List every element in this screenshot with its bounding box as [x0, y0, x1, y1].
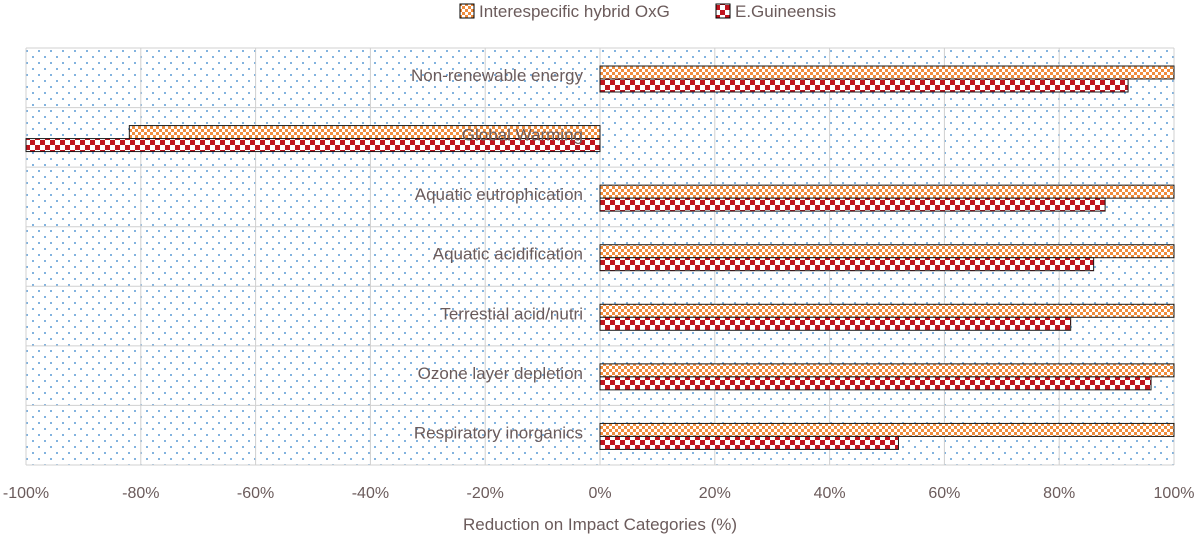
legend-item-hybrid: Interespecific hybrid OxG: [459, 2, 670, 21]
bar-eguineensis: [599, 197, 1106, 212]
x-tick-label: 40%: [814, 485, 846, 502]
bar-hybrid: [599, 65, 1175, 80]
category-label: Aquatic eutrophication: [415, 185, 583, 204]
legend-label-hybrid: Interespecific hybrid OxG: [479, 2, 670, 21]
legend-item-eguineensis: E.Guineensis: [715, 2, 836, 21]
bar-eguineensis: [599, 78, 1129, 93]
bar-eguineensis: [599, 316, 1072, 331]
x-tick-label: -20%: [467, 485, 504, 502]
x-tick-label: -60%: [237, 485, 274, 502]
category-label: Global Warming: [462, 126, 583, 145]
category-labels: Non-renewable energy Global Warming Aquati…: [411, 66, 583, 442]
bar-eguineensis: [599, 435, 899, 450]
x-tick-label: 100%: [1154, 485, 1195, 502]
x-tick-labels: -100% -80% -60% -40% -20% 0% 20% 40% 60% 80% 100%: [3, 485, 1195, 502]
bar-hybrid: [599, 363, 1175, 378]
bar-hybrid: [599, 244, 1175, 259]
bar-eguineensis: [599, 257, 1095, 272]
legend-swatch-eguineensis: [715, 3, 731, 19]
legend-label-eguineensis: E.Guineensis: [735, 2, 836, 21]
category-label: Aquatic acidification: [433, 245, 583, 264]
x-tick-label: 80%: [1043, 485, 1075, 502]
bar-eguineensis: [599, 376, 1152, 391]
x-tick-label: 0%: [588, 485, 611, 502]
category-label: Respiratory inorganics: [414, 423, 583, 442]
x-tick-label: -80%: [122, 485, 159, 502]
x-tick-label: 20%: [699, 485, 731, 502]
category-label: Terrestial acid/nutri: [440, 304, 583, 323]
legend: Interespecific hybrid OxG E.Guineensis: [459, 2, 836, 21]
bar-eguineensis: [25, 138, 601, 153]
category-label: Non-renewable energy: [411, 66, 583, 85]
bar-hybrid: [599, 303, 1175, 318]
x-tick-label: -40%: [352, 485, 389, 502]
legend-swatch-hybrid: [459, 3, 475, 19]
category-label: Ozone layer depletion: [418, 364, 583, 383]
bar-hybrid: [599, 422, 1175, 437]
bars: [25, 65, 1175, 450]
x-tick-label: -100%: [3, 485, 49, 502]
x-tick-label: 60%: [928, 485, 960, 502]
x-axis-title: Reduction on Impact Categories (%): [463, 515, 737, 534]
bar-hybrid: [599, 184, 1175, 199]
